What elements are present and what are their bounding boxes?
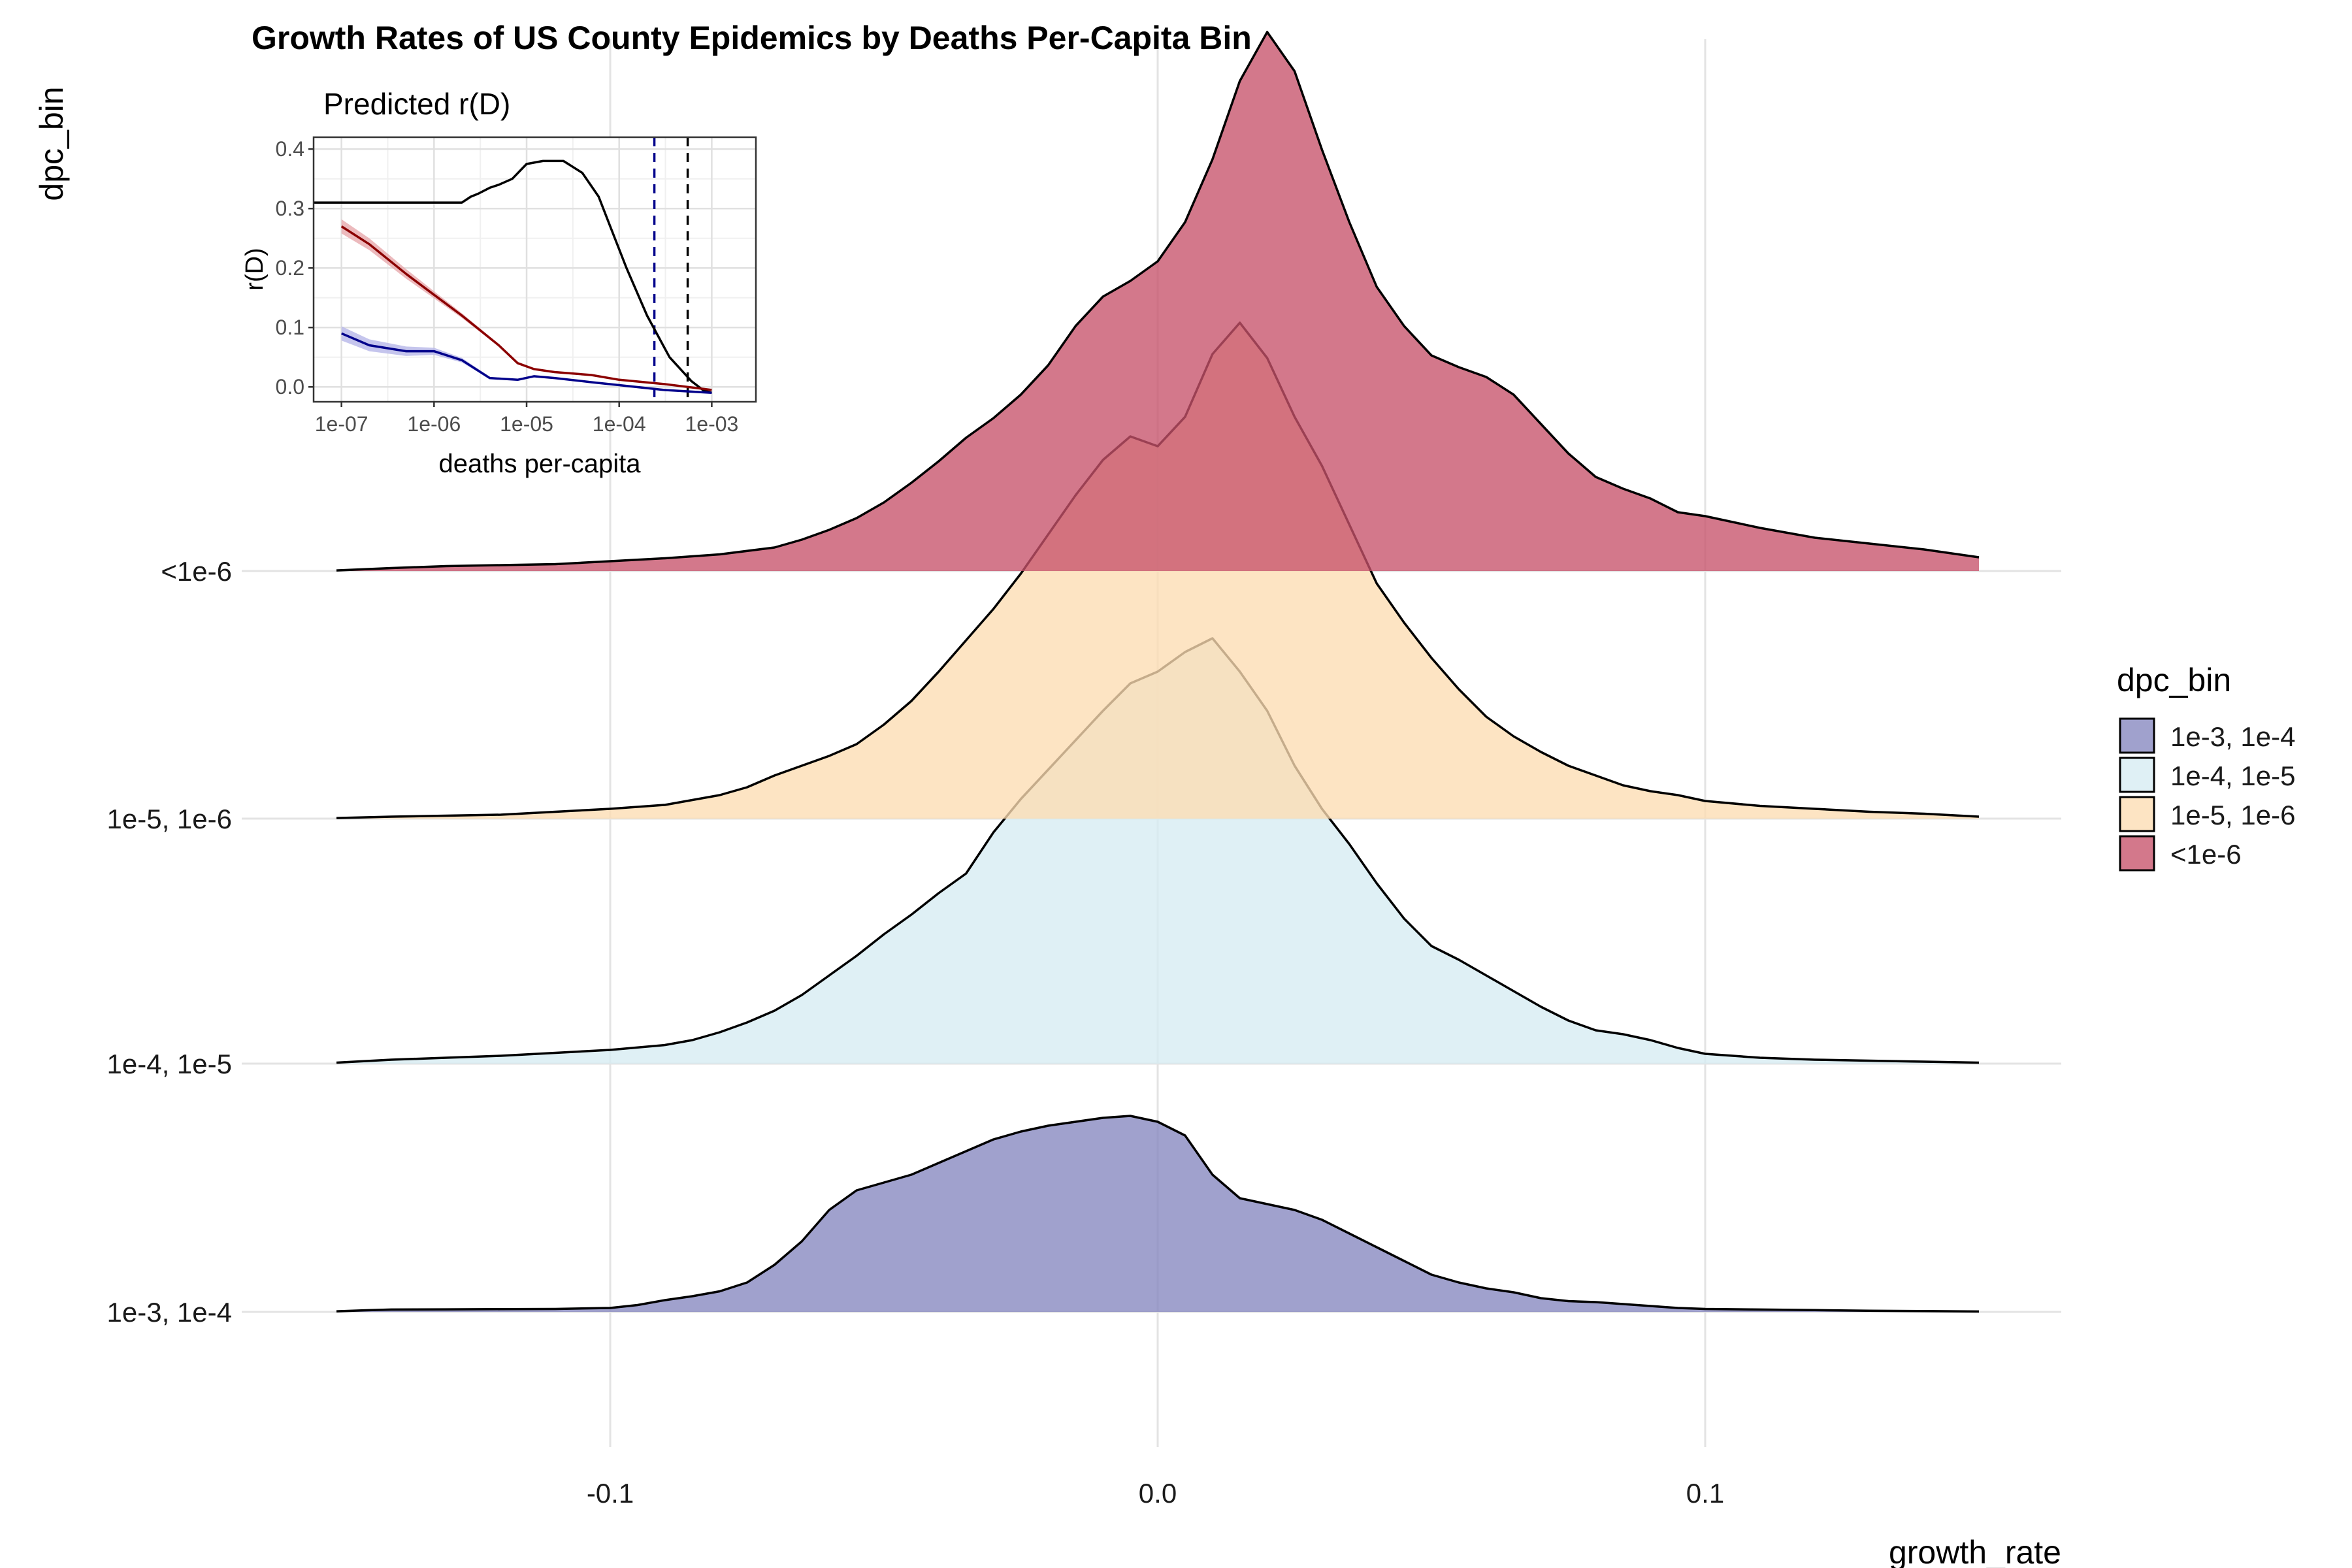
- inset-y-tick-label: 0.1: [276, 316, 304, 339]
- inset-y-axis-title: r(D): [241, 248, 269, 290]
- legend-label: 1e-4, 1e-5: [2170, 760, 2295, 791]
- y-tick-label: <1e-6: [161, 556, 232, 587]
- inset-y-tick-label: 0.0: [276, 375, 304, 399]
- inset-chart: 0.00.10.20.30.4 1e-07 1e-06 1e-05 1e-04 1e-0…: [241, 87, 757, 478]
- ridge-outline: [336, 31, 1980, 572]
- legend-swatch: [2119, 717, 2155, 754]
- x-tick-labels: -0.1 0.0 0.1: [587, 1478, 1724, 1509]
- legend-items: 1e-3, 1e-4 1e-4, 1e-5 1e-5, 1e-6 <1e-6: [2119, 717, 2295, 872]
- inset-threshold-lines: [653, 137, 689, 402]
- chart-title: Growth Rates of US County Epidemics by D…: [252, 20, 1252, 56]
- inset-y-tick-label: 0.4: [276, 137, 304, 161]
- inset-title: Predicted r(D): [323, 87, 510, 121]
- inset-series-line: [340, 225, 712, 391]
- inset-x-ticks: 1e-07 1e-06 1e-05 1e-04 1e-03: [315, 402, 738, 436]
- inset-x-axis-title: deaths per-capita: [438, 449, 641, 478]
- inset-series-line: [341, 332, 712, 395]
- inset-x-tick-label: 1e-04: [593, 412, 646, 436]
- y-tick-label: 1e-3, 1e-4: [107, 1297, 232, 1328]
- inset-confidence-band: [341, 326, 490, 380]
- ridge-area: [336, 638, 1979, 1064]
- ridge-area: [336, 1116, 1979, 1312]
- legend-swatch: [2119, 796, 2155, 832]
- inset-x-tick-label: 1e-07: [315, 412, 368, 436]
- y-tick-label: 1e-5, 1e-6: [107, 804, 232, 834]
- x-tick-label: 0.0: [1139, 1478, 1177, 1509]
- legend-title: dpc_bin: [2117, 662, 2231, 698]
- inset-y-tick-label: 0.2: [276, 256, 304, 280]
- inset-x-tick-label: 1e-03: [685, 412, 738, 436]
- inset-frame: [312, 136, 757, 403]
- legend-label: 1e-3, 1e-4: [2170, 721, 2295, 752]
- inset-y-tick-label: 0.3: [276, 197, 304, 220]
- ridge-area: [336, 32, 1979, 571]
- inset-series-lines: [314, 159, 712, 395]
- inset-gridlines: [314, 137, 756, 402]
- x-tick-label: 0.1: [1686, 1478, 1724, 1509]
- inset-panel: [314, 137, 756, 402]
- inset-series-line: [314, 159, 712, 394]
- legend-swatch: [2119, 757, 2155, 793]
- x-tick-label: -0.1: [587, 1478, 634, 1509]
- inset-x-tick-label: 1e-05: [500, 412, 553, 436]
- inset-x-tick-label: 1e-06: [407, 412, 461, 436]
- y-axis-title: dpc_bin: [33, 86, 70, 201]
- legend: dpc_bin 1e-3, 1e-4 1e-4, 1e-5 1e-5, 1e-6 <1…: [2117, 662, 2295, 872]
- ridge-outline: [336, 1115, 1980, 1313]
- x-axis-title: growth_rate: [1889, 1534, 2061, 1568]
- legend-label: 1e-5, 1e-6: [2170, 800, 2295, 830]
- y-tick-labels: 1e-3, 1e-4 1e-4, 1e-5 1e-5, 1e-6 <1e-6: [107, 556, 232, 1328]
- legend-label: <1e-6: [2170, 839, 2242, 870]
- legend-swatch: [2119, 835, 2155, 872]
- y-tick-label: 1e-4, 1e-5: [107, 1049, 232, 1079]
- inset-y-ticks: 0.0 0.1 0.2 0.3 0.4: [276, 137, 314, 399]
- ridge-densities: [336, 31, 1980, 1313]
